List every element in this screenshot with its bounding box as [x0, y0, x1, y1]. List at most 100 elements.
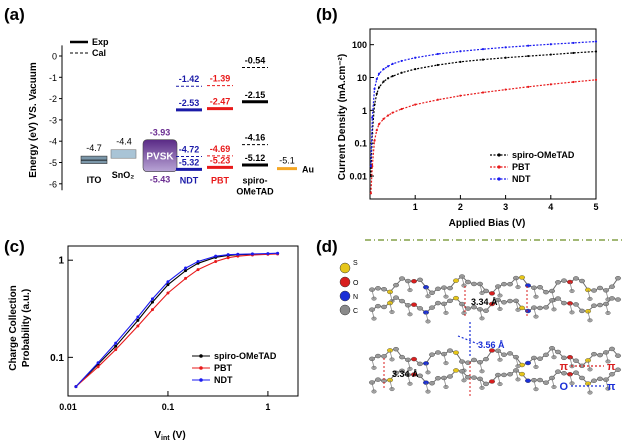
b-data-point — [504, 88, 507, 91]
c-data-point — [184, 269, 188, 273]
molecule-atom — [591, 288, 598, 293]
molecule-atom — [393, 370, 400, 376]
au-name: Au — [302, 165, 314, 175]
molecule-atom — [507, 281, 514, 287]
b-data-point — [459, 60, 462, 63]
c-data-point — [276, 251, 280, 255]
molecule-atom — [429, 352, 436, 357]
c-x-tick-label: 1 — [265, 402, 270, 412]
molecule-bond — [407, 359, 411, 369]
molecule-atom — [579, 278, 586, 284]
b-data-point — [549, 53, 552, 56]
b-x-tick-label: 4 — [548, 202, 553, 212]
b-data-point — [391, 62, 394, 65]
molecule-atom — [411, 279, 418, 284]
spiro-level-label: -5.12 — [245, 153, 266, 163]
spiro-name-line2: OMeTAD — [236, 186, 274, 196]
molecule-bond — [551, 348, 555, 358]
molecule-atom — [471, 304, 478, 310]
b-data-point — [400, 59, 403, 63]
molecule-atom — [447, 298, 454, 304]
molecule-atom — [375, 303, 382, 309]
b-data-point — [504, 46, 507, 49]
panel-b-ylabel: Current Density (mA.cm⁻²) — [337, 54, 348, 180]
c-data-point — [184, 276, 188, 280]
b-data-point — [386, 114, 390, 117]
c-legend-marker — [199, 366, 203, 370]
c-series-line-spiro — [75, 253, 278, 387]
molecule-bond — [443, 377, 447, 388]
molecule-atom — [453, 295, 460, 301]
molecule-atom — [453, 368, 460, 373]
b-legend-label: spiro-OMeTAD — [512, 150, 575, 160]
spiro-level-label: -0.54 — [245, 56, 266, 66]
atom-o-swatch — [339, 276, 351, 288]
b-x-tick-label: 5 — [593, 202, 598, 212]
molecule-atom — [525, 283, 532, 288]
b-data-point — [436, 98, 439, 101]
molecule-bond — [551, 300, 555, 310]
interaction-left: π — [560, 361, 569, 373]
molecule-atom — [573, 358, 580, 363]
molecule-atom — [411, 372, 418, 377]
molecule-atom — [507, 298, 514, 304]
molecule-atom — [519, 371, 526, 377]
ito-level-label: -4.7 — [86, 143, 102, 153]
molecule-bond — [479, 309, 483, 319]
molecule-atom — [411, 356, 418, 362]
molecule-atom — [519, 305, 526, 311]
pi-pi-distance-label: 3.34 Å — [471, 297, 498, 307]
molecule-atom — [573, 276, 580, 281]
panel-a-energy-diagram: (a) Energy (eV) VS. Vacuum 0 -1 -2 -3 -4 -5 -6… — [4, 5, 314, 196]
b-data-point — [572, 51, 575, 55]
b-data-point — [369, 192, 373, 195]
molecule-atom — [573, 302, 580, 307]
pvsk-homo-label: -5.43 — [150, 175, 171, 185]
molecule-atom — [615, 275, 622, 281]
molecule-atom — [435, 300, 442, 306]
molecule-atom — [519, 275, 526, 280]
c-x-tick-label: 0.1 — [162, 402, 175, 412]
molecule-atom — [489, 291, 496, 296]
b-data-point — [572, 41, 575, 45]
ndt-level-label: -1.42 — [179, 74, 200, 84]
b-data-point — [527, 44, 530, 47]
ito-name: ITO — [87, 175, 102, 185]
molecule-atom — [501, 281, 508, 287]
molecule-bond — [389, 380, 393, 390]
molecule-atom — [543, 305, 550, 310]
panel-a-axis: 0 -1 -2 -3 -4 -5 -6 — [49, 45, 63, 191]
molecule-atom — [561, 371, 568, 376]
panel-b-xlabel: Applied Bias (V) — [449, 218, 526, 229]
distance-markers: 3.34 Å 3.56 Å 3.34 Å — [383, 286, 528, 396]
pbt-level-label: -5.23 — [210, 155, 231, 165]
molecule-atom — [579, 375, 586, 381]
panel-b-plot: 1 2 3 4 5 0.01 0.1 1 10 100 — [349, 28, 599, 212]
molecule-atom — [507, 351, 514, 356]
molecule-atom — [375, 353, 382, 359]
b-data-point — [382, 68, 385, 71]
b-data-point — [549, 83, 552, 86]
c-x-tick-label: 0.01 — [59, 402, 77, 412]
sno2-block — [110, 149, 137, 159]
c-data-point — [150, 297, 154, 301]
b-y-tick-label: 1 — [362, 106, 367, 116]
molecule-atom — [591, 303, 598, 308]
panel-c-xlabel-unit: (V) — [170, 430, 186, 441]
c-data-point — [136, 324, 140, 328]
molecule-atom — [525, 360, 532, 366]
molecule-bond — [569, 303, 573, 313]
b-data-point — [375, 92, 378, 95]
molecule-bond — [371, 358, 375, 368]
molecule-atom — [447, 348, 454, 353]
atom-s-swatch — [339, 262, 351, 274]
b-data-point — [459, 94, 462, 97]
molecule-atom — [501, 300, 508, 305]
b-data-point — [594, 50, 598, 53]
b-data-point — [369, 165, 373, 168]
interaction-right: π — [607, 381, 616, 393]
sno2-name: SnO₂ — [112, 170, 135, 180]
molecule-atom — [501, 372, 508, 378]
molecule-atom — [483, 308, 490, 313]
b-data-point — [375, 77, 378, 81]
